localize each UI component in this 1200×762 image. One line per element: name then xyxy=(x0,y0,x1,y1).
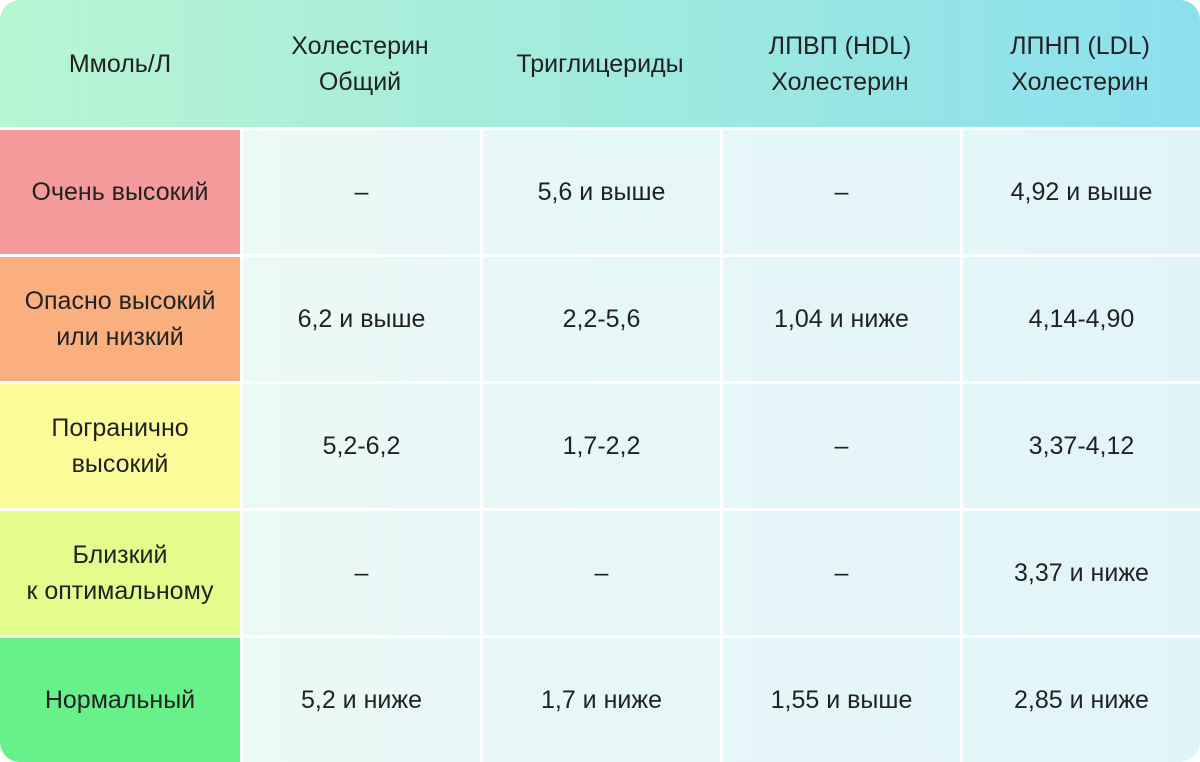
table-cell: 1,04 и ниже xyxy=(720,254,960,381)
table-cell: 4,14-4,90 xyxy=(960,254,1200,381)
table-cell: 1,55 и выше xyxy=(720,635,960,762)
table-cell: – xyxy=(240,508,480,635)
header-triglycerides: Триглицериды xyxy=(516,49,684,78)
header-total-cholesterol: Холестерин Общий xyxy=(291,31,429,96)
table-cell: – xyxy=(720,508,960,635)
table-cell: – xyxy=(480,508,720,635)
table-cell: 6,2 и выше xyxy=(240,254,480,381)
row-label-dangerously-high-or-low: Опасно высокий или низкий xyxy=(0,254,240,381)
header-hdl-cholesterol: ЛПВП (HDL) Холестерин xyxy=(768,31,912,96)
table-cell: 5,2 и ниже xyxy=(240,635,480,762)
table-row: Опасно высокий или низкий 6,2 и выше 2,2… xyxy=(0,254,1200,381)
header-ldl-cholesterol: ЛПНП (LDL) Холестерин xyxy=(1010,31,1150,96)
table-cell: 2,2-5,6 xyxy=(480,254,720,381)
table-cell: – xyxy=(720,127,960,254)
table-cell: 2,85 и ниже xyxy=(960,635,1200,762)
table-row: Очень высокий – 5,6 и выше – 4,92 и выше xyxy=(0,127,1200,254)
row-label-near-optimal: Близкий к оптимальному xyxy=(0,508,240,635)
row-label-borderline-high: Погранично высокий xyxy=(0,381,240,508)
table-cell: 1,7 и ниже xyxy=(480,635,720,762)
table-cell: 4,92 и выше xyxy=(960,127,1200,254)
table-cell: 1,7-2,2 xyxy=(480,381,720,508)
row-label-very-high: Очень высокий xyxy=(0,127,240,254)
table-cell: 3,37-4,12 xyxy=(960,381,1200,508)
table-cell: 5,6 и выше xyxy=(480,127,720,254)
table-cell: 3,37 и ниже xyxy=(960,508,1200,635)
table-header-row: Ммоль/Л Холестерин Общий Триглицериды ЛП… xyxy=(0,0,1200,127)
table-cell: – xyxy=(240,127,480,254)
table-row: Нормальный 5,2 и ниже 1,7 и ниже 1,55 и … xyxy=(0,635,1200,762)
table-cell: 5,2-6,2 xyxy=(240,381,480,508)
row-label-normal: Нормальный xyxy=(0,635,240,762)
table-row: Близкий к оптимальному – – – 3,37 и ниже xyxy=(0,508,1200,635)
table-row: Погранично высокий 5,2-6,2 1,7-2,2 – 3,3… xyxy=(0,381,1200,508)
header-units: Ммоль/Л xyxy=(68,49,172,78)
table-cell: – xyxy=(720,381,960,508)
